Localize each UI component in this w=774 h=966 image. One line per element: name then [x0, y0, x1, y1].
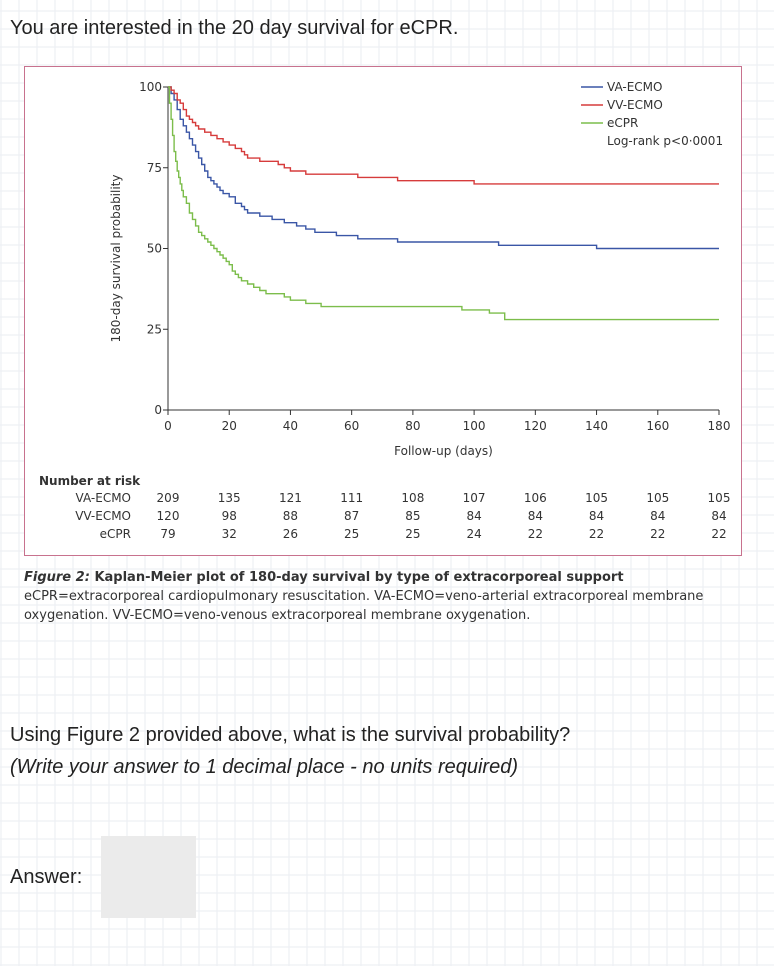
risk-cell-va-ecmo-60: 111 [340, 491, 363, 505]
kaplan-meier-chart: 0 25 50 75 100 0 20 40 60 80 100 120 140 160 180 Follow… [39, 80, 730, 541]
x-tick-label-60: 60 [344, 419, 359, 433]
risk-cell-va-ecmo-40: 121 [279, 491, 302, 505]
risk-cell-vv-ecmo-0: 120 [157, 509, 180, 523]
risk-cell-vv-ecmo-40: 88 [283, 509, 298, 523]
figure-panel: 0 25 50 75 100 0 20 40 60 80 100 120 140 160 180 Follow… [24, 66, 742, 556]
answer-label: Answer: [10, 866, 83, 888]
risk-cell-va-ecmo-180: 105 [708, 491, 731, 505]
caption-body: eCPR=extracorporeal cardiopulmonary resu… [24, 589, 704, 623]
answer-input[interactable] [101, 836, 196, 918]
risk-cell-vv-ecmo-20: 98 [222, 509, 237, 523]
figure-caption: Figure 2: Kaplan-Meier plot of 180-day s… [24, 568, 744, 625]
risk-cell-va-ecmo-20: 135 [218, 491, 241, 505]
risk-cell-vv-ecmo-120: 84 [528, 509, 543, 523]
risk-cell-va-ecmo-160: 105 [646, 491, 669, 505]
y-axis-title: 180-day survival probability [109, 175, 123, 343]
x-tick-label-20: 20 [222, 419, 237, 433]
legend-layer: VA-ECMO VV-ECMO eCPR Log-rank p<0·0001 [581, 80, 723, 148]
risk-row-label-ecpr: eCPR [100, 527, 131, 541]
x-tick-label-80: 80 [405, 419, 420, 433]
risk-cell-ecpr-120: 22 [528, 527, 543, 541]
risk-cell-vv-ecmo-100: 84 [466, 509, 481, 523]
caption-title: Kaplan-Meier plot of 180-day survival by… [94, 570, 624, 585]
y-tick-label-100: 100 [139, 80, 162, 94]
risk-cell-va-ecmo-0: 209 [157, 491, 180, 505]
risk-row-label-va-ecmo: VA-ECMO [76, 491, 131, 505]
risk-cell-ecpr-180: 22 [711, 527, 726, 541]
caption-title-line: Figure 2: Kaplan-Meier plot of 180-day s… [24, 568, 744, 587]
curve-ecpr [168, 86, 719, 321]
risk-cell-ecpr-20: 32 [222, 527, 237, 541]
x-tick-label-140: 140 [585, 419, 608, 433]
curves-layer [168, 86, 719, 321]
y-tick-label-25: 25 [147, 322, 162, 336]
legend-label-vv-ecmo: VV-ECMO [607, 98, 663, 112]
risk-cell-ecpr-160: 22 [650, 527, 665, 541]
risk-cell-ecpr-80: 25 [405, 527, 420, 541]
question-instruction: (Write your answer to 1 decimal place - … [10, 756, 518, 778]
curve-vv-ecmo [168, 86, 719, 185]
risk-cell-ecpr-0: 79 [160, 527, 175, 541]
x-tick-label-120: 120 [524, 419, 547, 433]
curve-va-ecmo [168, 86, 719, 250]
risk-cell-vv-ecmo-140: 84 [589, 509, 604, 523]
x-tick-label-40: 40 [283, 419, 298, 433]
risk-row-label-vv-ecmo: VV-ECMO [75, 509, 131, 523]
question-intro: You are interested in the 20 day surviva… [10, 17, 459, 39]
risk-cell-ecpr-100: 24 [466, 527, 481, 541]
x-tick-label-100: 100 [463, 419, 486, 433]
risk-cell-vv-ecmo-80: 85 [405, 509, 420, 523]
risk-cell-vv-ecmo-180: 84 [711, 509, 726, 523]
risk-cell-va-ecmo-120: 106 [524, 491, 547, 505]
risk-cell-va-ecmo-80: 108 [401, 491, 424, 505]
risk-cell-vv-ecmo-60: 87 [344, 509, 359, 523]
risk-cell-ecpr-40: 26 [283, 527, 298, 541]
legend-logrank: Log-rank p<0·0001 [607, 134, 723, 148]
x-tick-label-160: 160 [646, 419, 669, 433]
caption-figure-label: Figure 2: [24, 570, 90, 585]
legend-label-ecpr: eCPR [607, 116, 638, 130]
risk-table-title: Number at risk [39, 474, 141, 488]
x-tick-label-0: 0 [164, 419, 172, 433]
y-tick-label-50: 50 [147, 242, 162, 256]
risk-cell-vv-ecmo-160: 84 [650, 509, 665, 523]
risk-cell-va-ecmo-100: 107 [463, 491, 486, 505]
x-tick-label-180: 180 [708, 419, 731, 433]
legend-label-va-ecmo: VA-ECMO [607, 80, 662, 94]
risk-cell-ecpr-140: 22 [589, 527, 604, 541]
axes-layer: 0 25 50 75 100 0 20 40 60 80 100 120 140 160 180 Follow… [109, 80, 730, 458]
risk-cell-ecpr-60: 25 [344, 527, 359, 541]
y-tick-label-75: 75 [147, 161, 162, 175]
y-tick-label-0: 0 [154, 403, 162, 417]
risk-table: Number at risk VA-ECMO 209 135 121 111 108 107 1… [39, 474, 730, 541]
question-prompt: Using Figure 2 provided above, what is t… [10, 724, 571, 746]
x-axis-title: Follow-up (days) [394, 444, 493, 458]
risk-cell-va-ecmo-140: 105 [585, 491, 608, 505]
